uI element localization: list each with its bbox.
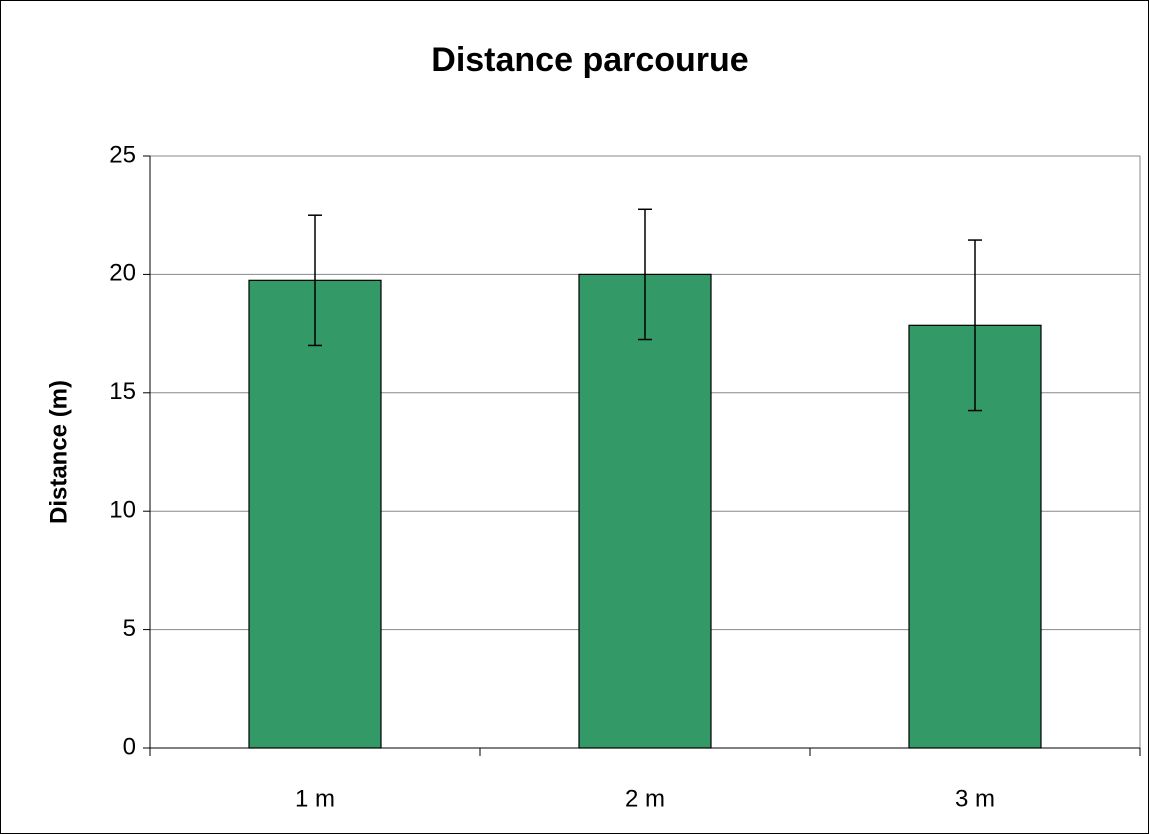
x-tick-label: 2 m — [625, 785, 665, 812]
y-tick-label: 10 — [109, 497, 136, 524]
x-tick-label: 3 m — [955, 785, 995, 812]
y-tick-label: 20 — [109, 260, 136, 287]
bar — [248, 279, 382, 749]
x-tick-label: 1 m — [295, 785, 335, 812]
y-axis-label: Distance (m) — [45, 380, 72, 524]
chart-title: Distance parcourue — [431, 41, 748, 79]
y-tick-label: 15 — [109, 378, 136, 405]
y-tick-label: 0 — [123, 733, 136, 760]
y-tick-label: 25 — [109, 141, 136, 168]
bar — [578, 273, 712, 749]
y-tick-label: 5 — [123, 615, 136, 642]
